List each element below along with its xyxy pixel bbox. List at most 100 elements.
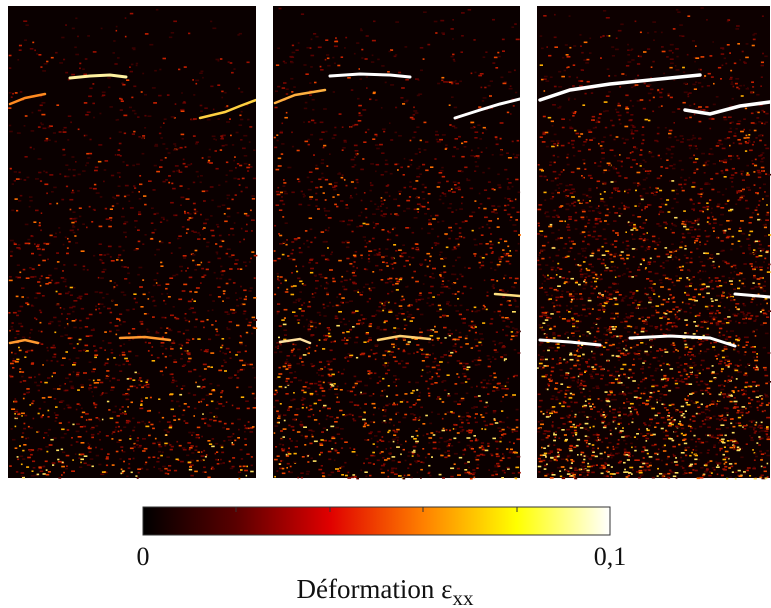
speckle [134,187,137,189]
speckle [688,383,693,385]
speckle [191,452,195,454]
speckle [339,220,343,222]
speckle [458,456,463,459]
speckle [394,431,398,433]
speckle [158,132,162,135]
speckle [342,178,346,181]
speckle [287,342,290,344]
speckle [717,191,721,193]
speckle [117,430,120,433]
speckle [168,426,173,429]
speckle [649,432,652,435]
speckle [636,333,639,336]
speckle [29,146,32,149]
speckle [427,232,431,235]
speckle [380,464,385,467]
speckle [599,457,604,460]
speckle [29,427,33,429]
speckle [158,240,162,243]
speckle [426,371,429,374]
speckle [131,328,136,330]
speckle [438,172,443,174]
speckle [85,164,87,167]
speckle [665,223,668,225]
speckle [675,409,679,411]
speckle [394,360,398,363]
speckle [123,132,127,135]
speckle [564,333,567,335]
speckle [571,379,575,382]
speckle [732,425,736,428]
speckle [450,188,453,190]
speckle [246,61,250,64]
speckle [290,351,294,353]
speckle [450,351,454,354]
speckle [193,326,197,328]
speckle [591,356,596,359]
speckle [221,96,224,99]
speckle [226,194,231,197]
speckle [480,264,485,267]
speckle [493,376,497,379]
speckle [693,88,697,90]
speckle [677,371,681,373]
speckle [376,327,380,330]
speckle [304,230,308,232]
speckle [101,471,106,473]
speckle [95,192,100,194]
speckle [546,430,551,433]
speckle [383,463,386,465]
speckle [492,386,496,388]
speckle [501,469,506,472]
speckle [170,32,175,34]
speckle [683,225,687,228]
speckle [755,206,758,209]
speckle [438,398,442,400]
speckle [448,329,451,332]
speckle [491,379,495,381]
speckle [301,407,304,409]
speckle [352,386,355,389]
speckle [680,465,683,468]
speckle [165,147,169,150]
speckle [136,439,139,442]
speckle [113,282,117,284]
speckle [202,228,204,230]
speckle [502,296,505,298]
speckle [327,381,332,384]
speckle [734,364,738,366]
speckle [687,351,692,353]
speckle [24,356,27,358]
speckle [753,122,757,125]
speckle [206,118,211,121]
speckle [83,134,86,137]
speckle [538,344,542,346]
speckle [382,307,386,310]
speckle [454,138,458,140]
speckle [173,20,177,23]
speckle [477,359,482,362]
speckle [178,68,181,71]
speckle [510,113,512,115]
speckle [428,221,432,224]
speckle [704,182,709,184]
speckle [47,409,50,412]
speckle [166,94,170,96]
speckle [128,350,132,353]
speckle [307,121,311,123]
speckle [279,131,283,134]
speckle [482,379,486,381]
speckle [28,205,31,208]
speckle [11,322,14,324]
speckle [277,417,281,419]
speckle [8,312,11,314]
speckle [427,472,430,475]
speckle [287,255,290,257]
speckle [395,234,399,237]
speckle [383,199,386,201]
speckle [419,391,421,394]
speckle [356,323,360,325]
speckle [363,341,367,343]
speckle [279,351,283,353]
speckle [506,416,509,419]
